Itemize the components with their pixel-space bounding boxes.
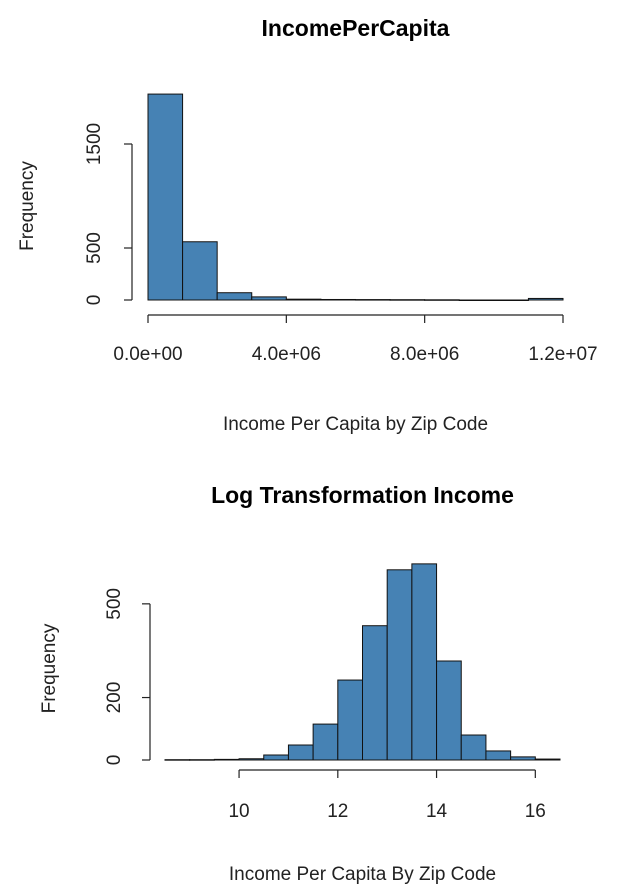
bar — [386, 569, 413, 761]
y-tick-label: 0 — [104, 755, 125, 766]
bar — [164, 759, 191, 761]
bar — [287, 744, 314, 761]
y-tick-label: 1500 — [84, 123, 105, 165]
bar — [424, 299, 460, 301]
bar — [389, 299, 426, 301]
bar — [411, 563, 438, 761]
bar — [355, 299, 391, 301]
y-axis-label: Frequency — [17, 161, 38, 251]
x-tick-label: 10 — [228, 801, 249, 822]
x-axis-label: Income Per Capita By Zip Code — [229, 864, 496, 885]
bar — [189, 759, 215, 761]
bar — [460, 734, 487, 761]
bar — [213, 758, 240, 761]
bar — [485, 750, 512, 761]
bar — [458, 299, 495, 301]
bar — [285, 298, 322, 301]
x-tick-label: 0.0e+00 — [113, 344, 182, 365]
bar — [320, 298, 356, 301]
bar — [312, 723, 339, 761]
x-tick-label: 12 — [327, 801, 348, 822]
bar — [510, 756, 536, 761]
y-tick-label: 200 — [104, 682, 125, 714]
bar — [337, 679, 363, 761]
bar — [216, 292, 253, 301]
x-tick-label: 14 — [426, 801, 448, 822]
bar — [251, 296, 287, 301]
bar — [238, 758, 265, 761]
y-tick-label: 500 — [104, 588, 125, 620]
x-tick-label: 16 — [525, 801, 546, 822]
chart-title: IncomePerCapita — [262, 15, 450, 41]
bar — [493, 299, 529, 301]
y-axis-label: Frequency — [39, 623, 60, 713]
x-axis-label: Income Per Capita by Zip Code — [223, 414, 488, 435]
bar — [436, 660, 462, 761]
bar — [527, 297, 564, 301]
y-tick-label: 0 — [84, 295, 105, 306]
y-tick-label: 500 — [84, 232, 105, 264]
x-tick-label: 8.0e+06 — [390, 344, 459, 365]
bar — [263, 754, 289, 761]
bar — [182, 241, 218, 301]
x-tick-label: 1.2e+07 — [528, 344, 597, 365]
bar — [147, 93, 184, 301]
chart-title: Log Transformation Income — [211, 482, 514, 508]
bar — [362, 625, 388, 761]
x-tick-label: 4.0e+06 — [252, 344, 321, 365]
bar — [534, 758, 561, 761]
